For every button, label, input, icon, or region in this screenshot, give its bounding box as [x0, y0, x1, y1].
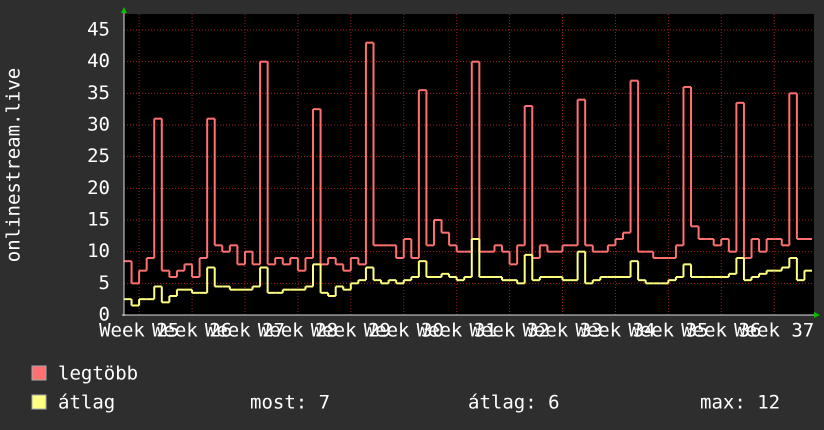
y-tick-label: 35	[87, 82, 110, 104]
y-tick-label: 25	[87, 145, 110, 167]
legend-swatch	[31, 365, 47, 381]
y-tick-label: 30	[87, 114, 110, 136]
x-tick-label: Week 25	[99, 320, 179, 342]
x-tick-label: Week 32	[470, 320, 550, 342]
grid	[124, 14, 812, 316]
y-axis-title: onlinestream.live	[3, 68, 25, 262]
y-tick-label: 15	[87, 209, 110, 231]
y-arrow	[121, 7, 127, 13]
legend-label: átlag	[58, 392, 115, 414]
x-arrow	[814, 312, 820, 318]
x-tick-label: Week 31	[417, 320, 497, 342]
stat-label: átlag: 6	[468, 392, 560, 414]
stat-label: max: 12	[700, 392, 780, 414]
x-tick-label: Week 28	[258, 320, 338, 342]
x-tick-label: Week 35	[628, 320, 708, 342]
x-tick-label: Week 30	[364, 320, 444, 342]
x-tick-label: Week 29	[311, 320, 391, 342]
x-tick-label: Week 36	[681, 320, 761, 342]
x-tick-label: Week 34	[575, 320, 655, 342]
y-tick-label: 10	[87, 240, 110, 262]
y-tick-label: 5	[99, 272, 110, 294]
marks	[124, 41, 812, 307]
legend-label: legtöbb	[58, 363, 138, 385]
x-tick-label: Week 26	[152, 320, 232, 342]
y-tick-label: 45	[87, 19, 110, 41]
legend-swatch	[31, 394, 47, 410]
stat-label: most: 7	[250, 392, 330, 414]
plot-area	[124, 14, 814, 315]
x-tick-label: Week 37	[734, 320, 814, 342]
x-tick-label: Week 33	[522, 320, 602, 342]
y-tick-label: 0	[99, 304, 110, 326]
y-tick-label: 20	[87, 177, 110, 199]
y-tick-label: 40	[87, 50, 110, 72]
x-tick-label: Week 27	[205, 320, 285, 342]
